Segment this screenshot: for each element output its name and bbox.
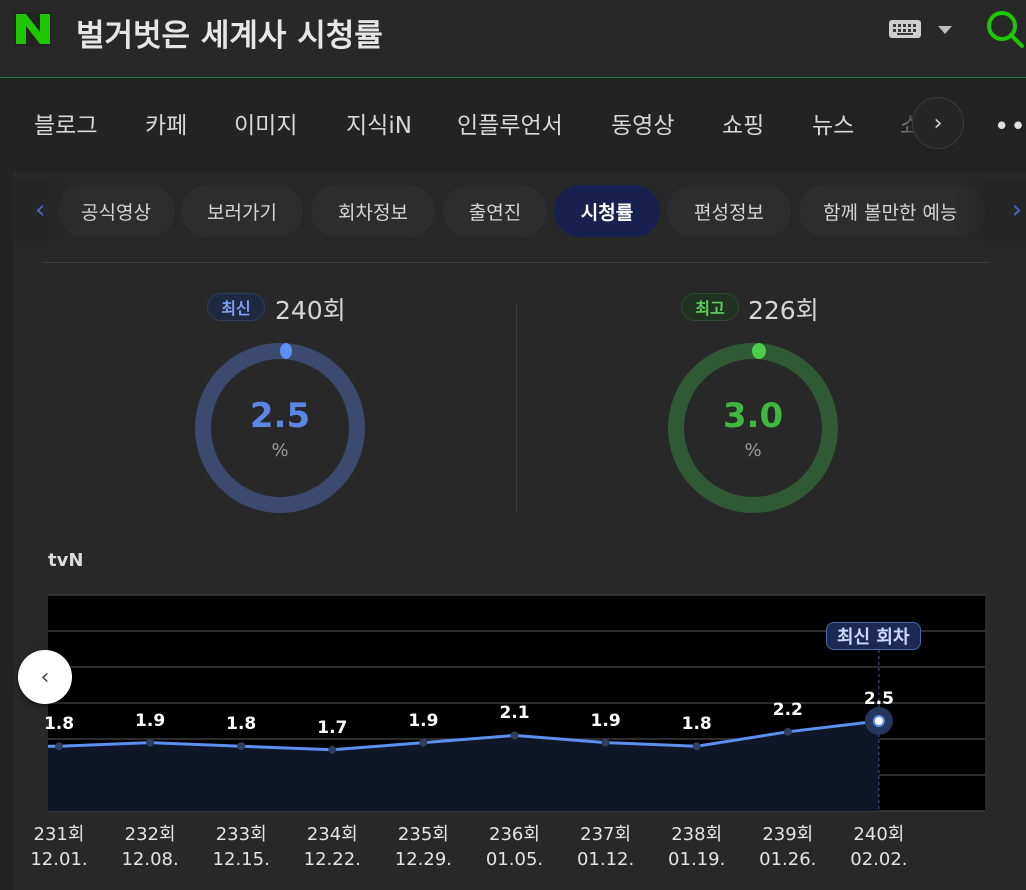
date-label: 12.01. <box>30 849 88 870</box>
stat-separator <box>516 303 517 513</box>
divider <box>43 262 989 263</box>
latest-rating-value-group: 2.5 % <box>230 396 330 461</box>
chart-point[interactable] <box>55 742 63 751</box>
date-label: 12.08. <box>121 849 179 870</box>
episode-label: 236회 <box>489 824 540 845</box>
chart-data-label: 1.8 <box>226 714 257 735</box>
more-menu-button[interactable]: ••• <box>994 112 1026 142</box>
highest-episode: 226회 <box>748 296 819 325</box>
chevron-right-icon: › <box>1011 195 1022 225</box>
date-label: 01.19. <box>668 849 726 870</box>
episode-label: 238회 <box>671 824 723 845</box>
chart-point[interactable] <box>783 727 792 736</box>
chart-area-fill <box>48 721 879 811</box>
chevron-left-icon: ‹ <box>35 195 46 225</box>
latest-episode-tag: 최신 회차 <box>826 622 921 650</box>
tab-cafe[interactable]: 카페 <box>145 113 188 139</box>
latest-rating-value: 2.5 <box>249 396 311 436</box>
date-label: 02.02. <box>850 849 908 870</box>
highest-rating-value-group: 3.0 % <box>703 396 803 461</box>
date-label: 01.12. <box>576 849 635 870</box>
date-label: 12.29. <box>394 849 453 870</box>
chart-x-label: 239회 01.26. <box>743 822 833 872</box>
chart-data-label: 1.9 <box>590 710 621 731</box>
episode-label: 234회 <box>306 824 358 845</box>
subtab-watch[interactable]: 보러가기 <box>181 185 303 237</box>
episode-label: 232회 <box>124 824 176 845</box>
episode-label: 240회 <box>853 824 905 845</box>
search-header: 벌거벗은 세계사 시청률 <box>0 0 1026 78</box>
chevron-right-icon: › <box>933 110 943 136</box>
channel-label: tvN <box>48 550 84 571</box>
chart-data-label: 1.8 <box>681 714 712 735</box>
episode-label: 233회 <box>215 824 267 845</box>
chevron-left-icon: ‹ <box>40 664 50 690</box>
chart-x-label: 233회 12.15. <box>196 822 286 872</box>
chart-x-label: 240회 02.02. <box>834 822 924 872</box>
keyboard-icon[interactable] <box>888 18 922 40</box>
highest-rating-value: 3.0 <box>722 396 784 436</box>
chart-x-label: 236회 01.05. <box>470 822 560 872</box>
chart-x-label: 235회 12.29. <box>378 822 468 872</box>
chart-data-label: 1.9 <box>408 710 439 731</box>
chart-point[interactable] <box>692 742 701 751</box>
latest-episode: 240회 <box>275 296 346 325</box>
chart-data-label: 1.7 <box>317 717 348 738</box>
episode-label: 235회 <box>397 824 449 845</box>
subtab-prev-button[interactable]: ‹ <box>13 179 77 241</box>
tab-news[interactable]: 뉴스 <box>812 113 855 139</box>
date-label: 01.26. <box>759 849 817 870</box>
subtab-schedule[interactable]: 편성정보 <box>667 185 791 237</box>
subtab-bar: 공식영상 보러가기 회차정보 출연진 시청률 편성정보 함께 볼만한 예능 ‹ … <box>13 179 1026 241</box>
date-label: 12.22. <box>303 849 361 870</box>
episode-label: 231회 <box>33 824 85 845</box>
tab-influencer[interactable]: 인플루언서 <box>457 113 563 139</box>
chart-prev-button[interactable]: ‹ <box>18 650 72 704</box>
chart-data-label: 2.1 <box>499 703 530 724</box>
tabs-next-button[interactable]: › <box>912 97 964 149</box>
latest-badge: 최신 <box>207 293 265 321</box>
chart-point[interactable] <box>419 738 428 747</box>
chart-x-label: 232회 12.08. <box>105 822 195 872</box>
chart-data-label: 2.2 <box>772 699 803 720</box>
chart-point[interactable] <box>328 745 337 754</box>
tab-kin[interactable]: 지식iN <box>346 113 412 139</box>
date-label: 01.05. <box>485 849 544 870</box>
chart-point[interactable] <box>601 738 610 747</box>
episode-label: 239회 <box>762 824 814 845</box>
tab-blog[interactable]: 블로그 <box>34 113 98 139</box>
chart-data-label: 2.5 <box>863 689 894 709</box>
chart-point[interactable] <box>146 738 155 747</box>
chart-point[interactable] <box>510 731 519 740</box>
highest-badge: 최고 <box>681 293 739 321</box>
latest-rating-unit: % <box>271 440 289 461</box>
chart-data-label: 1.9 <box>135 710 166 731</box>
tab-image[interactable]: 이미지 <box>234 113 298 139</box>
chart-data-label: 1.8 <box>43 714 75 735</box>
chart-point[interactable] <box>872 715 885 727</box>
date-label: 12.15. <box>212 849 270 870</box>
subtab-cast[interactable]: 출연진 <box>443 185 547 237</box>
search-tab-bar: 블로그 카페 이미지 지식iN 인플루언서 동영상 쇼핑 뉴스 쇼 › <box>0 79 1026 169</box>
subtab-next-button[interactable]: › <box>953 179 1026 241</box>
chart-x-label: 231회 12.01. <box>14 822 104 872</box>
search-icon[interactable] <box>984 8 1026 50</box>
naver-logo[interactable] <box>14 12 52 46</box>
chart-x-label: 234회 12.22. <box>287 822 377 872</box>
highest-rating-unit: % <box>744 440 762 461</box>
tab-video[interactable]: 동영상 <box>611 113 675 139</box>
tab-shopping[interactable]: 쇼핑 <box>722 113 765 139</box>
chart-point[interactable] <box>237 742 246 751</box>
subtab-episode-info[interactable]: 회차정보 <box>311 185 435 237</box>
chart-x-label: 237회 01.12. <box>561 822 651 872</box>
chart-x-label: 238회 01.19. <box>652 822 742 872</box>
subtab-ratings[interactable]: 시청률 <box>554 185 660 237</box>
episode-label: 237회 <box>580 824 632 845</box>
search-query[interactable]: 벌거벗은 세계사 시청률 <box>76 18 383 54</box>
chevron-down-icon[interactable] <box>938 26 952 34</box>
